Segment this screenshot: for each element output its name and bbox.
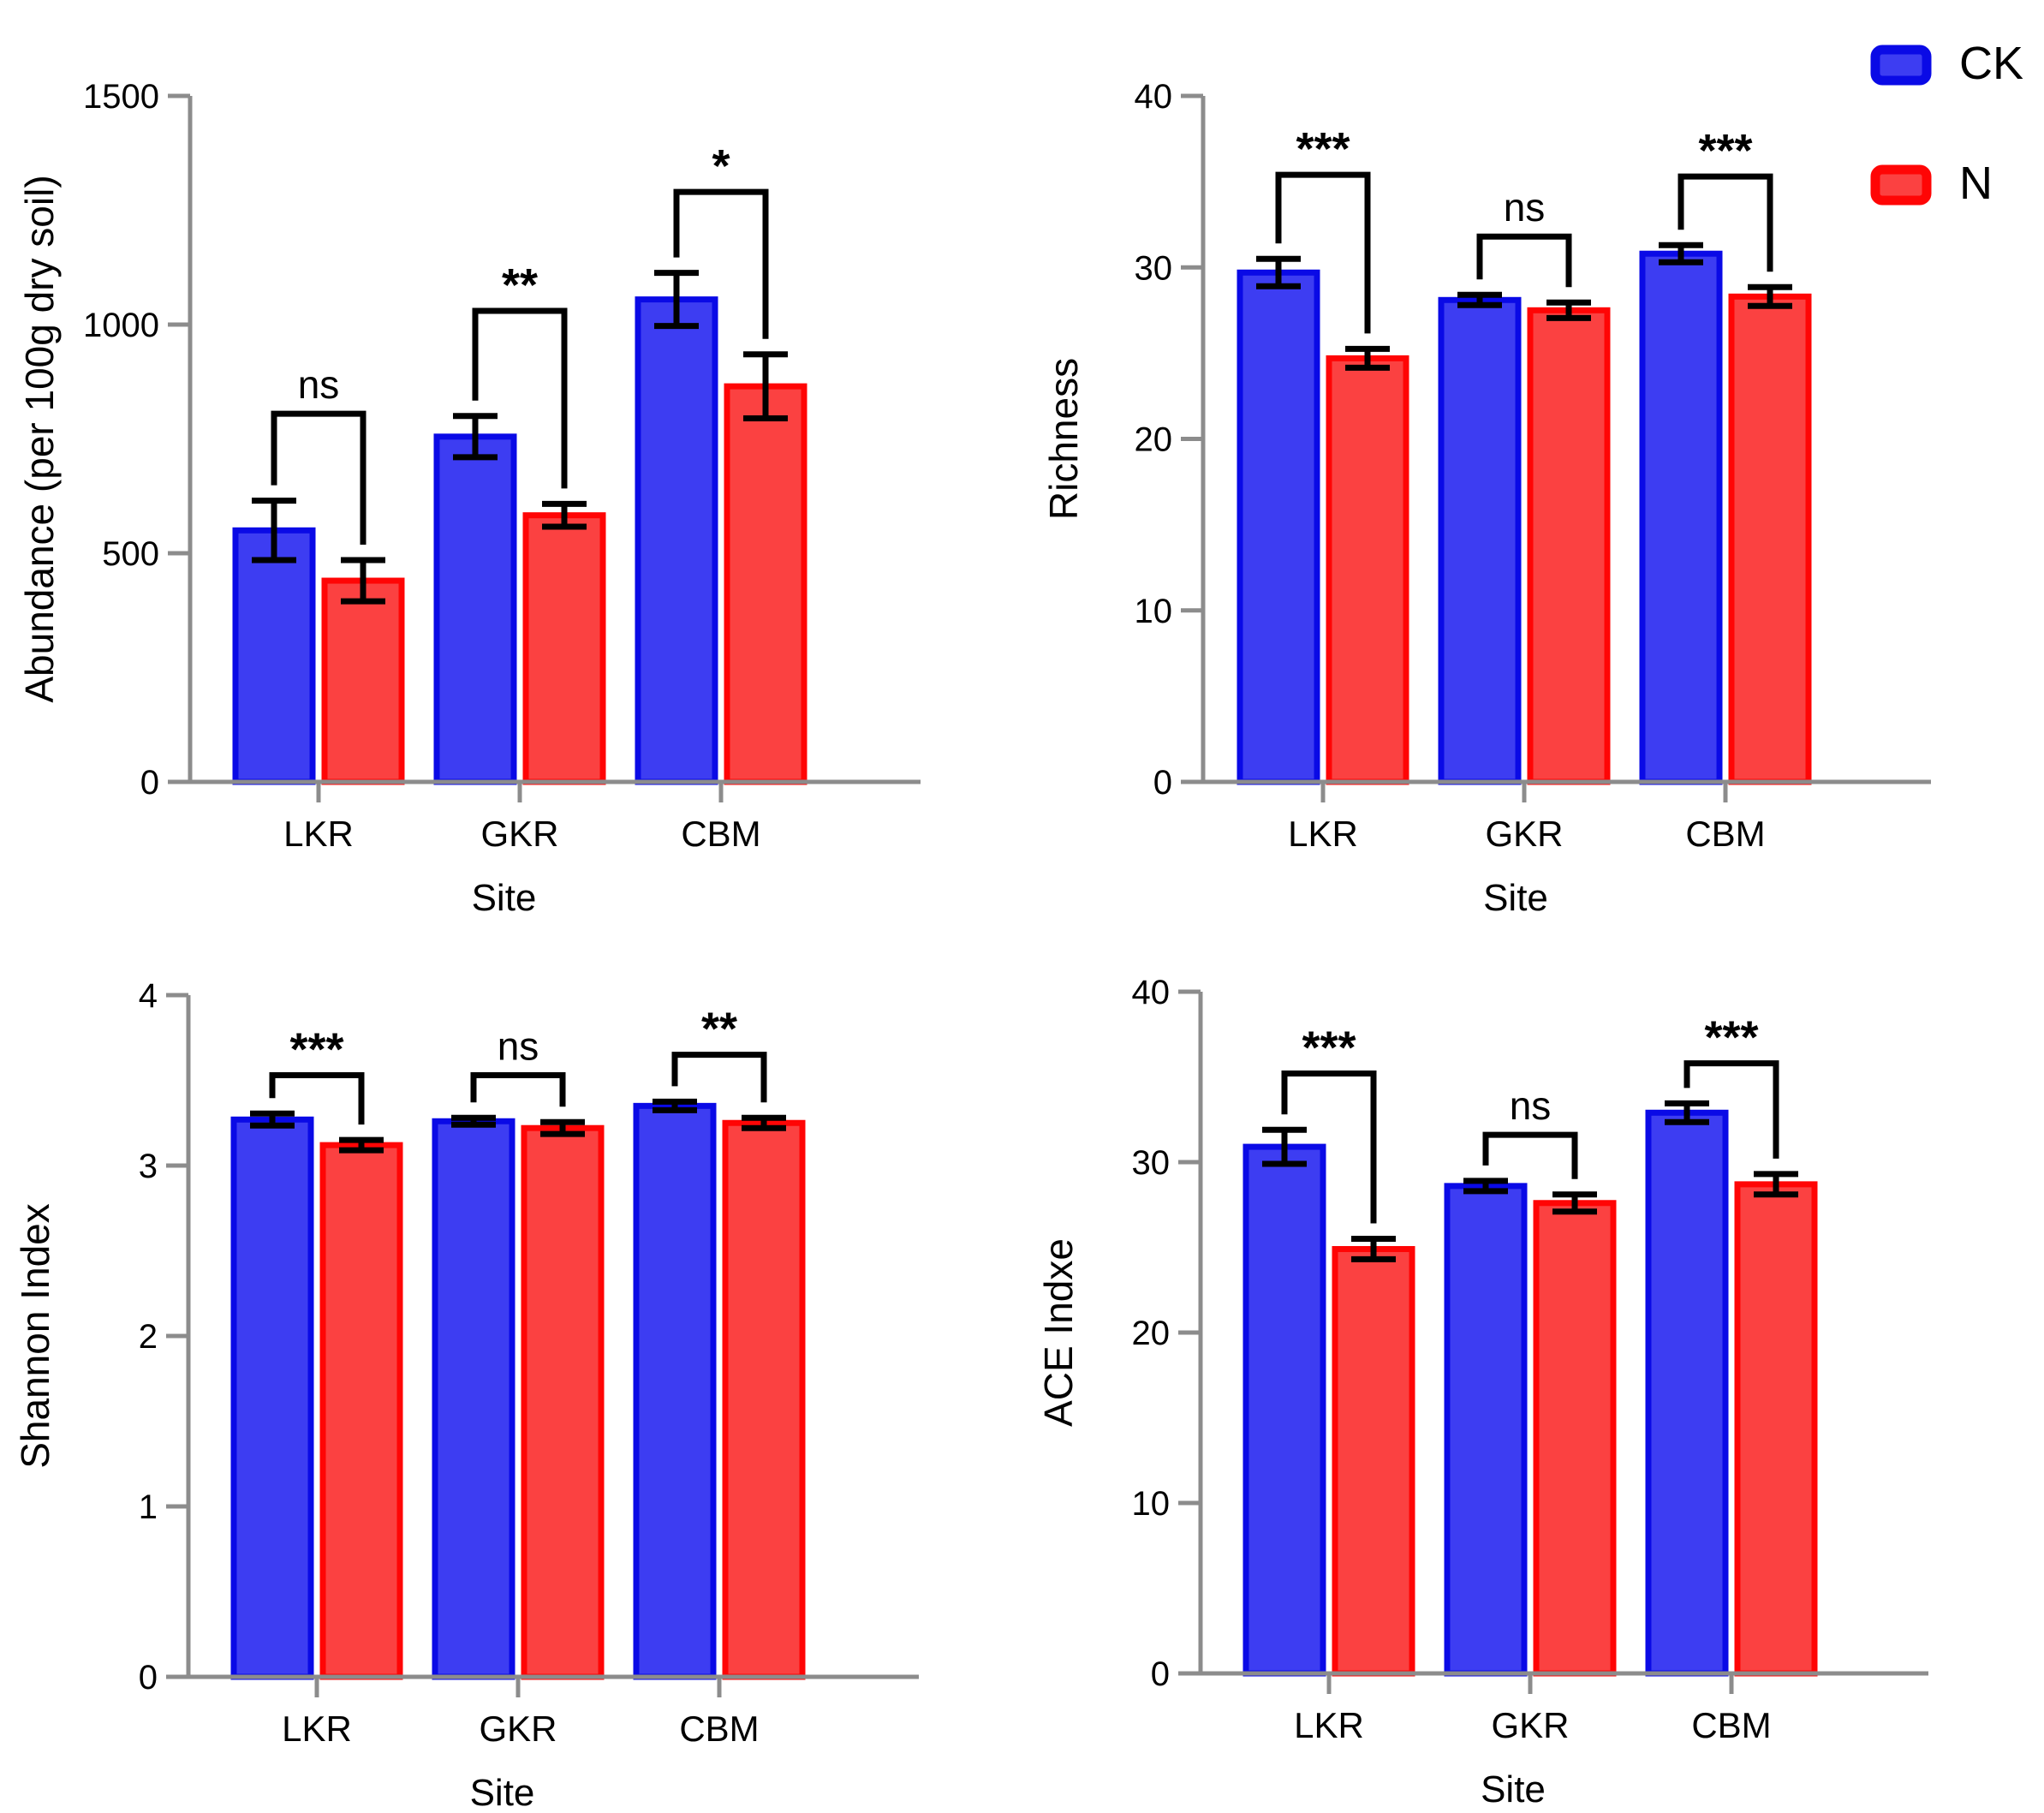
bar-ck-gkr-abundance	[433, 433, 517, 785]
bar-n-lkr-abundance	[321, 577, 405, 785]
sig-label-ace-cbm: ***	[1704, 1012, 1758, 1064]
x-tick-label-abundance-lkr: LKR	[283, 814, 354, 854]
sig-bracket-shannon-gkr	[470, 1072, 566, 1107]
y-axis-title-shannon: Shannon Index	[13, 1203, 57, 1469]
sig-bracket-ace-gkr	[1482, 1131, 1578, 1179]
bar-ck-lkr-ace	[1242, 1143, 1326, 1677]
y-tick-label-shannon-2: 2	[139, 1318, 158, 1356]
legend-label-n: N	[1959, 158, 1993, 209]
x-tick-label-shannon-gkr: GKR	[479, 1709, 557, 1749]
x-axis-title-abundance: Site	[472, 877, 537, 919]
x-axis-title-shannon: Site	[470, 1772, 535, 1813]
y-tick-label-richness-40: 40	[1135, 78, 1173, 116]
bar-n-lkr-shannon	[319, 1142, 403, 1680]
y-tick-label-ace-10: 10	[1132, 1485, 1171, 1523]
y-tick-label-shannon-4: 4	[139, 977, 158, 1015]
sig-bracket-ace-lkr	[1281, 1071, 1377, 1224]
x-tick-label-ace-lkr: LKR	[1294, 1705, 1364, 1745]
legend-label-ck: CK	[1959, 38, 2023, 89]
sig-bracket-shannon-cbm	[671, 1052, 767, 1103]
sig-bracket-abundance-gkr	[472, 307, 568, 489]
sig-bracket-shannon-lkr	[269, 1072, 365, 1125]
bar-ck-lkr-abundance	[232, 527, 316, 785]
sig-label-ace-lkr: ***	[1302, 1023, 1356, 1074]
y-tick-label-shannon-1: 1	[139, 1488, 158, 1526]
y-tick-label-abundance-1000: 1000	[83, 307, 159, 344]
bar-n-gkr-richness	[1527, 307, 1611, 785]
y-tick-label-richness-20: 20	[1135, 421, 1173, 459]
bar-ck-cbm-abundance	[635, 296, 718, 785]
x-tick-label-ace-cbm: CBM	[1691, 1705, 1771, 1745]
bar-ck-gkr-shannon	[432, 1118, 515, 1680]
sig-bracket-abundance-lkr	[271, 410, 366, 546]
bar-ck-cbm-shannon	[633, 1102, 717, 1680]
bar-n-gkr-abundance	[522, 512, 606, 785]
bar-n-lkr-richness	[1326, 355, 1409, 785]
y-tick-label-abundance-500: 500	[102, 535, 159, 573]
sig-label-shannon-lkr: ***	[289, 1024, 343, 1076]
x-axis-title-richness: Site	[1483, 877, 1548, 919]
y-tick-label-richness-30: 30	[1135, 249, 1173, 287]
bar-n-gkr-ace	[1533, 1200, 1617, 1677]
y-tick-label-ace-40: 40	[1132, 974, 1171, 1011]
sig-label-ace-gkr: ns	[1510, 1083, 1552, 1128]
x-tick-label-richness-gkr: GKR	[1485, 814, 1563, 854]
y-tick-label-abundance-1500: 1500	[83, 78, 159, 116]
bar-ck-lkr-shannon	[230, 1116, 314, 1680]
y-tick-label-abundance-0: 0	[140, 764, 159, 802]
y-axis-title-ace: ACE Indxe	[1036, 1238, 1081, 1427]
bar-n-gkr-shannon	[521, 1124, 605, 1680]
x-tick-label-shannon-cbm: CBM	[679, 1709, 759, 1749]
y-tick-label-shannon-0: 0	[139, 1659, 158, 1697]
sig-label-abundance-lkr: ns	[298, 362, 340, 407]
sig-label-shannon-cbm: **	[701, 1004, 737, 1055]
bar-ck-gkr-richness	[1438, 296, 1522, 785]
y-tick-label-ace-0: 0	[1151, 1655, 1170, 1693]
legend-swatch-n	[1870, 164, 1932, 206]
sig-label-shannon-gkr: ns	[498, 1024, 539, 1069]
y-axis-title-abundance: Abundance (per 100g dry soil)	[17, 175, 62, 702]
y-tick-label-shannon-3: 3	[139, 1148, 158, 1185]
bar-ck-cbm-ace	[1645, 1109, 1729, 1677]
bar-n-lkr-ace	[1332, 1245, 1415, 1677]
x-tick-label-richness-lkr: LKR	[1288, 814, 1358, 854]
sig-label-richness-lkr: ***	[1296, 123, 1350, 175]
y-tick-label-richness-0: 0	[1153, 764, 1172, 802]
legend-swatch-ck	[1870, 45, 1932, 86]
x-tick-label-ace-gkr: GKR	[1491, 1705, 1569, 1745]
sig-label-abundance-cbm: *	[712, 140, 730, 192]
x-tick-label-shannon-lkr: LKR	[282, 1709, 352, 1749]
y-tick-label-ace-30: 30	[1132, 1144, 1171, 1182]
bar-n-cbm-shannon	[722, 1119, 806, 1680]
x-axis-title-ace: Site	[1481, 1768, 1546, 1810]
sig-bracket-richness-lkr	[1275, 171, 1371, 334]
sig-label-richness-cbm: ***	[1698, 125, 1752, 176]
sig-bracket-abundance-cbm	[673, 188, 769, 339]
bar-ck-lkr-richness	[1237, 269, 1320, 785]
sig-bracket-richness-gkr	[1476, 233, 1572, 288]
x-tick-label-abundance-cbm: CBM	[681, 814, 760, 854]
sig-bracket-ace-cbm	[1683, 1060, 1779, 1159]
x-tick-label-abundance-gkr: GKR	[480, 814, 558, 854]
bar-ck-cbm-richness	[1639, 250, 1723, 785]
bar-ck-gkr-ace	[1444, 1183, 1528, 1677]
sig-bracket-richness-cbm	[1678, 173, 1773, 272]
sig-label-richness-gkr: ns	[1504, 185, 1546, 230]
bar-n-cbm-abundance	[724, 383, 807, 785]
bar-n-cbm-ace	[1734, 1181, 1818, 1677]
x-tick-label-richness-cbm: CBM	[1685, 814, 1765, 854]
y-tick-label-ace-20: 20	[1132, 1315, 1171, 1352]
sig-label-abundance-gkr: **	[502, 259, 538, 311]
y-axis-title-richness: Richness	[1041, 358, 1086, 520]
y-tick-label-richness-10: 10	[1135, 593, 1173, 630]
bar-n-cbm-richness	[1728, 293, 1812, 785]
